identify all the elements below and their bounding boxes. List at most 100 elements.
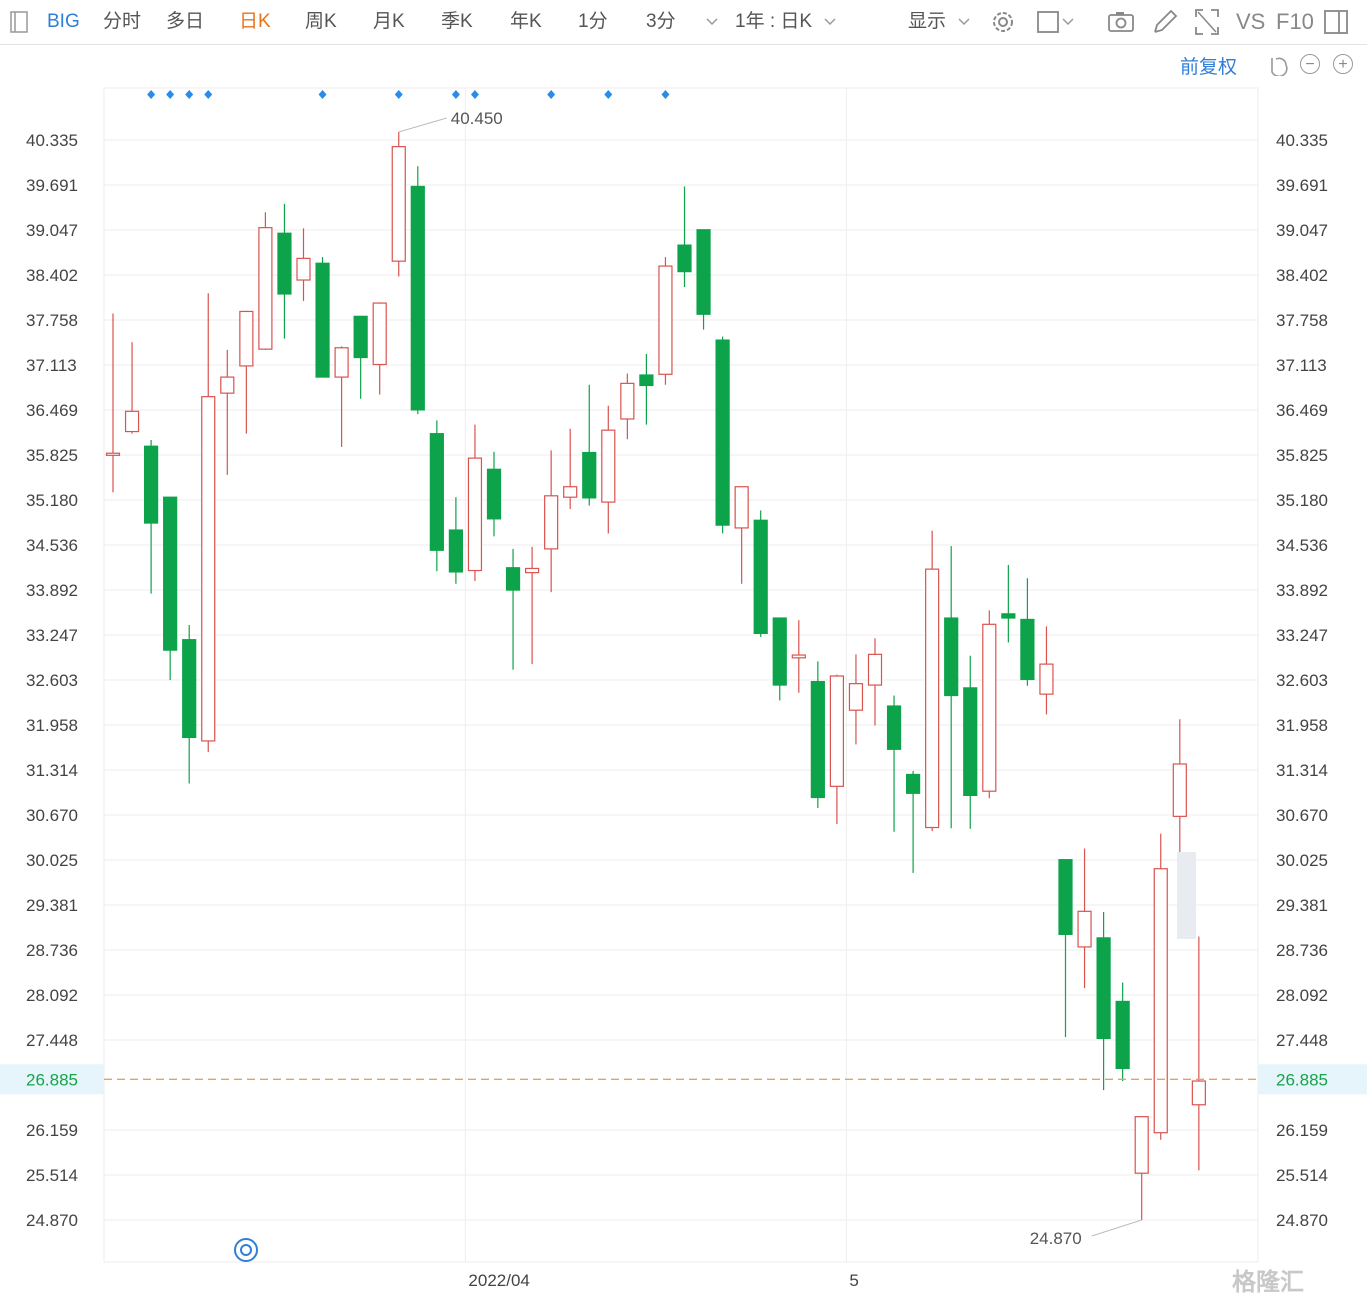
- event-marker[interactable]: [394, 90, 403, 99]
- candle[interactable]: [753, 510, 768, 637]
- zoom-in-icon[interactable]: +: [1333, 54, 1353, 74]
- event-marker[interactable]: [451, 90, 460, 99]
- tab-multiday[interactable]: 多日: [166, 11, 205, 32]
- candle[interactable]: [677, 186, 692, 288]
- undo-icon[interactable]: [1266, 54, 1290, 81]
- pencil-icon[interactable]: [1150, 0, 1180, 44]
- candle[interactable]: [1058, 859, 1073, 1038]
- chevron-down-icon[interactable]: [956, 0, 972, 44]
- candle[interactable]: [315, 256, 330, 378]
- candle[interactable]: [963, 655, 978, 829]
- display-menu[interactable]: 显示: [908, 11, 947, 32]
- candle[interactable]: [982, 610, 997, 799]
- candle[interactable]: [696, 229, 711, 330]
- event-marker[interactable]: [604, 90, 613, 99]
- tab-monthly-k[interactable]: 月K: [373, 11, 405, 32]
- square-icon[interactable]: [1036, 0, 1076, 44]
- candle[interactable]: [925, 530, 940, 832]
- candle[interactable]: [296, 228, 311, 301]
- f10-button[interactable]: F10: [1276, 9, 1314, 34]
- candle[interactable]: [1134, 1116, 1149, 1220]
- menu-icon[interactable]: [8, 0, 30, 44]
- candle[interactable]: [715, 336, 730, 534]
- candle[interactable]: [734, 486, 749, 584]
- event-marker[interactable]: [318, 90, 327, 99]
- candle[interactable]: [1077, 848, 1092, 989]
- candle[interactable]: [582, 384, 597, 506]
- tab-quarterly-k[interactable]: 季K: [441, 11, 473, 32]
- candle[interactable]: [810, 661, 825, 808]
- candle[interactable]: [505, 548, 521, 670]
- fullscreen-icon[interactable]: [1192, 0, 1222, 44]
- candle[interactable]: [163, 496, 178, 681]
- candle[interactable]: [1115, 982, 1130, 1082]
- event-marker[interactable]: [185, 90, 194, 99]
- chevron-down-icon[interactable]: [822, 0, 838, 44]
- candle[interactable]: [486, 451, 502, 537]
- q-icon[interactable]: [234, 1238, 258, 1262]
- candle[interactable]: [334, 346, 349, 447]
- tab-3min[interactable]: 3分: [646, 11, 676, 32]
- chevron-down-icon[interactable]: [704, 0, 720, 44]
- vs-button[interactable]: VS: [1236, 9, 1266, 34]
- tab-1min[interactable]: 1分: [578, 11, 608, 32]
- gear-icon[interactable]: [988, 0, 1018, 44]
- candle[interactable]: [353, 315, 368, 399]
- candle[interactable]: [620, 373, 635, 440]
- candle[interactable]: [639, 354, 654, 425]
- tab-weekly-k[interactable]: 周K: [305, 11, 337, 32]
- event-marker[interactable]: [204, 90, 213, 99]
- event-marker[interactable]: [147, 90, 156, 99]
- candle[interactable]: [1001, 564, 1016, 643]
- price-adjust-mode[interactable]: 前复权: [1180, 57, 1238, 78]
- event-marker[interactable]: [470, 90, 479, 99]
- panel-icon[interactable]: [1322, 0, 1350, 44]
- candle[interactable]: [277, 203, 292, 339]
- candle[interactable]: [867, 638, 883, 726]
- zoom-out-icon[interactable]: −: [1300, 54, 1320, 74]
- candle[interactable]: [467, 424, 483, 582]
- candle[interactable]: [791, 620, 806, 693]
- tab-yearly-k[interactable]: 年K: [510, 11, 542, 32]
- candle[interactable]: [1153, 833, 1168, 1140]
- event-marker[interactable]: [166, 90, 175, 99]
- candle[interactable]: [201, 293, 216, 753]
- y-tick-label-right: 38.402: [1276, 266, 1328, 285]
- candle[interactable]: [563, 428, 578, 510]
- event-marker[interactable]: [547, 90, 556, 99]
- candle[interactable]: [105, 313, 121, 493]
- candle[interactable]: [658, 256, 673, 385]
- camera-icon[interactable]: [1106, 0, 1136, 44]
- candle[interactable]: [848, 654, 864, 745]
- candle[interactable]: [258, 212, 273, 350]
- candle[interactable]: [391, 131, 406, 277]
- range-select[interactable]: 1年 : 日K: [735, 11, 813, 32]
- candle[interactable]: [372, 302, 387, 395]
- candle[interactable]: [1172, 719, 1187, 859]
- candle[interactable]: [144, 439, 159, 594]
- candle[interactable]: [1191, 936, 1206, 1171]
- candle[interactable]: [829, 674, 845, 825]
- candle[interactable]: [905, 770, 921, 873]
- candle[interactable]: [886, 695, 902, 832]
- candle[interactable]: [124, 342, 140, 434]
- tab-daily-k[interactable]: 日K: [239, 11, 271, 32]
- candle[interactable]: [944, 546, 959, 829]
- candle[interactable]: [1020, 578, 1035, 686]
- event-marker[interactable]: [661, 90, 670, 99]
- candle[interactable]: [544, 450, 559, 593]
- tab-intraday[interactable]: 分时: [103, 11, 142, 32]
- candle[interactable]: [601, 405, 616, 534]
- candle[interactable]: [1039, 626, 1054, 715]
- candle[interactable]: [524, 546, 540, 665]
- candle[interactable]: [1096, 912, 1111, 1091]
- candle[interactable]: [448, 497, 463, 584]
- candle[interactable]: [239, 310, 254, 434]
- candle[interactable]: [429, 420, 444, 572]
- candle[interactable]: [410, 166, 425, 415]
- candle[interactable]: [220, 349, 235, 475]
- candle[interactable]: [772, 617, 787, 701]
- symbol-label[interactable]: BIG: [47, 11, 80, 32]
- candle[interactable]: [182, 625, 197, 784]
